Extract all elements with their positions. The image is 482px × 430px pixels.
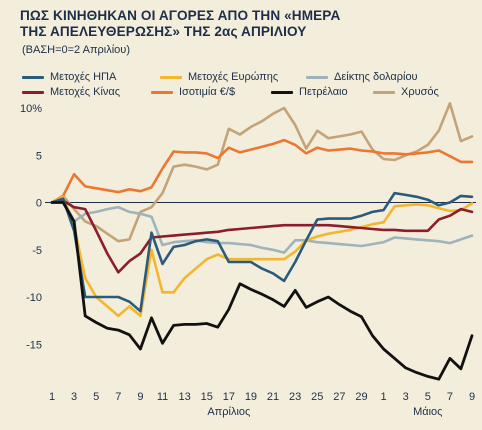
x-tick-label: 21 [267, 391, 279, 403]
x-tick-label: 7 [115, 391, 121, 403]
y-tick-label: 10% [20, 103, 42, 115]
x-tick-label: 3 [403, 391, 409, 403]
legend-label-dollar-index: Δείκτης δολαρίου [334, 71, 418, 83]
x-tick-label: 23 [289, 391, 301, 403]
legend-swatch-dollar-index [306, 75, 328, 79]
legend-swatch-europe-stocks [160, 75, 182, 79]
x-tick-label: 19 [245, 391, 257, 403]
chart-title-line-1: ΠΩΣ ΚΙΝΗΘΗΚΑΝ ΟΙ ΑΓΟΡΕΣ ΑΠΟ ΤΗΝ «ΗΜΕΡΑ [20, 8, 341, 23]
series-line-0 [50, 191, 474, 313]
legend-item-europe-stocks: Μετοχές Ευρώπης [160, 70, 278, 84]
series-line-2 [50, 198, 474, 254]
legend-item-china-stocks: Μετοχές Κίνας [22, 85, 120, 99]
series-line-1 [50, 195, 474, 318]
legend-label-china-stocks: Μετοχές Κίνας [50, 86, 121, 98]
legend-item-eurusd: Ισοτιμία €/$ [151, 85, 235, 99]
x-tick-label: 25 [311, 391, 323, 403]
x-tick-label: 11 [157, 391, 168, 403]
series-line-6 [50, 102, 474, 243]
x-tick-label: 7 [447, 391, 453, 403]
x-tick-label: 15 [201, 391, 213, 403]
chart-subtitle: (ΒΑΣΗ=0=2 Απριλίου) [22, 44, 130, 56]
y-tick-label: 0 [36, 198, 42, 210]
legend-label-gold: Χρυσός [401, 86, 439, 98]
legend-label-oil: Πετρέλαιο [299, 86, 348, 98]
legend-item-dollar-index: Δείκτης δολαρίου [306, 70, 418, 84]
legend-item-oil: Πετρέλαιο [271, 85, 348, 99]
y-tick-label: 5 [36, 150, 42, 162]
x-group-label: Απρίλιος [207, 406, 250, 418]
x-tick-label: 27 [333, 391, 345, 403]
x-tick-label: 29 [355, 391, 367, 403]
legend-item-us-stocks: Μετοχές ΗΠΑ [22, 70, 116, 84]
legend-swatch-eurusd [151, 90, 173, 94]
series-layer [50, 102, 474, 381]
x-tick-label: 9 [137, 391, 143, 403]
y-tick-label: -10 [26, 292, 42, 304]
chart-title-line-2: ΤΗΣ ΑΠΕΛΕΥΘΕΡΩΣΗΣ» ΤΗΣ 2ας ΑΠΡΙΛΙΟΥ [20, 24, 307, 39]
y-axis: 10% 5 0 -5 -10 -15 [20, 103, 476, 351]
legend-swatch-oil [271, 90, 293, 94]
x-tick-label: 13 [179, 391, 191, 403]
legend-swatch-china-stocks [22, 90, 44, 94]
legend-label-europe-stocks: Μετοχές Ευρώπης [188, 71, 279, 83]
series-line-4 [50, 138, 474, 204]
x-tick-label: 9 [469, 391, 475, 403]
legend-swatch-us-stocks [22, 75, 44, 79]
y-tick-label: -5 [32, 245, 42, 257]
chart-title: ΠΩΣ ΚΙΝΗΘΗΚΑΝ ΟΙ ΑΓΟΡΕΣ ΑΠΟ ΤΗΝ «ΗΜΕΡΑ Τ… [20, 8, 470, 40]
x-tick-label: 3 [71, 391, 77, 403]
x-tick-label: 1 [381, 391, 387, 403]
legend-item-gold: Χρυσός [373, 85, 439, 99]
x-tick-label: 1 [49, 391, 55, 403]
series-line-5 [50, 201, 474, 381]
legend-swatch-gold [373, 90, 395, 94]
x-tick-label: 5 [425, 391, 431, 403]
x-tick-label: 5 [93, 391, 99, 403]
legend-label-eurusd: Ισοτιμία €/$ [179, 86, 236, 98]
x-tick-label: 17 [223, 391, 235, 403]
x-group-label: Μάιος [413, 406, 442, 418]
series-line-3 [50, 199, 474, 274]
legend-label-us-stocks: Μετοχές ΗΠΑ [50, 71, 117, 83]
y-tick-label: -15 [26, 339, 42, 351]
